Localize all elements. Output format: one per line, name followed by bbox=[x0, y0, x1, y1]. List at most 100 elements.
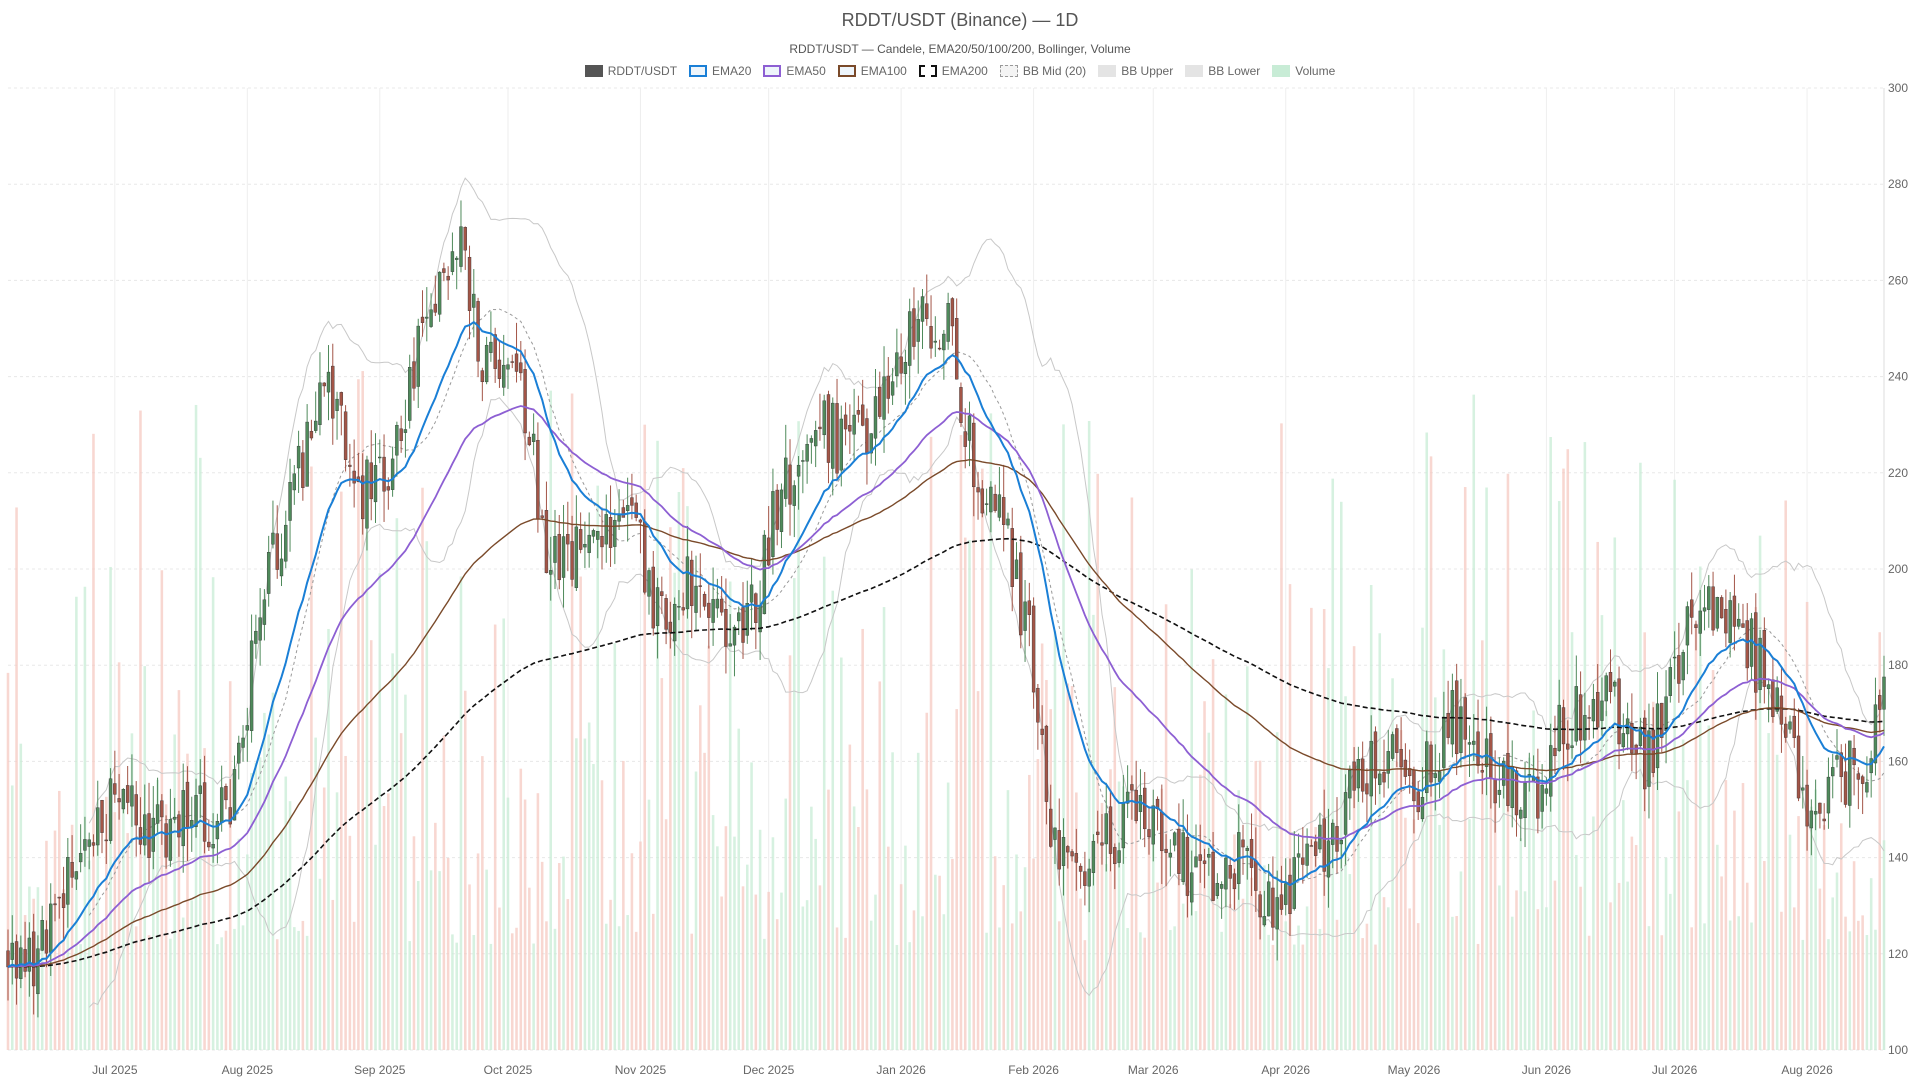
candle-body bbox=[1476, 731, 1480, 766]
candle-body bbox=[143, 814, 147, 846]
candle-body bbox=[1459, 706, 1463, 753]
candle-body bbox=[185, 781, 190, 829]
volume-bar bbox=[1673, 479, 1676, 1051]
candle-body bbox=[895, 352, 899, 377]
volume-bar bbox=[1160, 788, 1164, 1050]
chart-legend[interactable]: RDDT/USDT EMA20 EMA50 EMA100 EMA200 BB Mid (2… bbox=[0, 64, 1920, 78]
candle-body bbox=[1561, 707, 1566, 745]
volume-bar bbox=[1882, 840, 1886, 1050]
candle-body bbox=[1668, 667, 1673, 696]
candle-body bbox=[87, 839, 91, 847]
candle-body bbox=[1262, 916, 1267, 926]
legend-item[interactable]: EMA200 bbox=[918, 64, 988, 78]
volume-bar bbox=[1861, 915, 1864, 1050]
candles bbox=[6, 200, 1886, 1018]
volume-bar bbox=[583, 738, 587, 1050]
candle-body bbox=[1591, 699, 1596, 722]
volume-bar bbox=[186, 753, 189, 1050]
volume-bar bbox=[968, 539, 971, 1050]
volume-bar bbox=[1280, 423, 1283, 1050]
candle-body bbox=[784, 457, 788, 499]
volume-bar bbox=[434, 822, 437, 1050]
candle-body bbox=[313, 420, 318, 431]
volume-bar bbox=[1181, 903, 1185, 1050]
volume-bar bbox=[1643, 632, 1646, 1050]
volume-bar bbox=[617, 926, 621, 1050]
candle-body bbox=[1049, 808, 1053, 847]
volume-bar bbox=[1104, 864, 1108, 1050]
candle-body bbox=[420, 316, 425, 323]
volume-bar bbox=[369, 640, 373, 1050]
bb-mid-line bbox=[88, 308, 1885, 916]
candle-body bbox=[459, 226, 463, 267]
candle-body bbox=[1501, 760, 1506, 786]
candle-body bbox=[390, 458, 395, 490]
volume-bar bbox=[840, 657, 843, 1050]
candle-body bbox=[476, 301, 480, 362]
volume-bar bbox=[1237, 790, 1241, 1050]
volume-bar bbox=[1092, 614, 1095, 1050]
candle-body bbox=[1369, 740, 1373, 797]
volume-bar bbox=[23, 915, 27, 1050]
volume-bar bbox=[1758, 535, 1762, 1050]
legend-item[interactable]: EMA50 bbox=[763, 64, 826, 78]
candle-body bbox=[1514, 770, 1519, 816]
candle-body bbox=[1194, 856, 1198, 868]
x-tick-label: Sep 2025 bbox=[354, 1063, 406, 1077]
candle-body bbox=[1066, 846, 1070, 853]
candle-body bbox=[651, 566, 655, 629]
volume-bar bbox=[1284, 921, 1288, 1050]
volume-bar bbox=[664, 819, 668, 1050]
volume-bar bbox=[1754, 607, 1758, 1050]
candle-body bbox=[643, 521, 647, 593]
volume-bar bbox=[489, 943, 493, 1050]
candle-body bbox=[147, 813, 151, 858]
legend-item[interactable]: EMA100 bbox=[837, 64, 907, 78]
legend-item[interactable]: Volume bbox=[1272, 64, 1335, 78]
candle-body bbox=[604, 514, 608, 545]
candle-body bbox=[1365, 783, 1369, 795]
volume-bar bbox=[246, 854, 249, 1050]
legend-item[interactable]: BB Upper bbox=[1098, 64, 1173, 78]
candle-body bbox=[1429, 744, 1433, 783]
candle-body bbox=[873, 396, 878, 439]
candle-body bbox=[967, 415, 972, 441]
y-tick-label: 140 bbox=[1888, 851, 1908, 865]
volume-bar bbox=[690, 933, 694, 1050]
candle-body bbox=[805, 443, 809, 462]
candle-body bbox=[1266, 881, 1271, 917]
legend-item[interactable]: EMA20 bbox=[689, 64, 751, 78]
candle-body bbox=[1660, 702, 1664, 738]
candle-body bbox=[1160, 811, 1164, 852]
volume-bar bbox=[1032, 858, 1035, 1050]
legend-item[interactable]: RDDT/USDT bbox=[584, 64, 677, 78]
candle-body bbox=[121, 789, 126, 810]
legend-item[interactable]: BB Mid (20) bbox=[999, 64, 1086, 78]
candle-body bbox=[211, 844, 215, 849]
volume-bar bbox=[908, 942, 911, 1050]
candle-body bbox=[1519, 809, 1523, 819]
volume-bar bbox=[1250, 877, 1253, 1050]
volume-bar bbox=[1775, 754, 1779, 1050]
volume-bar bbox=[493, 624, 497, 1050]
candle-body bbox=[96, 807, 100, 846]
volume-bar bbox=[1455, 916, 1458, 1050]
candle-body bbox=[1104, 813, 1108, 845]
volume-bar bbox=[468, 884, 471, 1050]
volume-bar bbox=[1126, 927, 1129, 1050]
legend-item[interactable]: BB Lower bbox=[1185, 64, 1260, 78]
candle-body bbox=[467, 256, 472, 311]
volume-bar bbox=[1156, 882, 1159, 1050]
candle-body bbox=[100, 800, 104, 833]
candle-body bbox=[668, 621, 673, 634]
volume-bar bbox=[199, 457, 202, 1050]
ema100-line bbox=[7, 458, 1885, 968]
volume-bar bbox=[711, 815, 715, 1050]
candle-body bbox=[275, 533, 279, 570]
volume-bar bbox=[1481, 640, 1484, 1050]
volume-bar bbox=[1801, 939, 1805, 1050]
candle-body bbox=[954, 318, 959, 380]
candle-body bbox=[1326, 840, 1331, 878]
candle-body bbox=[134, 794, 138, 826]
